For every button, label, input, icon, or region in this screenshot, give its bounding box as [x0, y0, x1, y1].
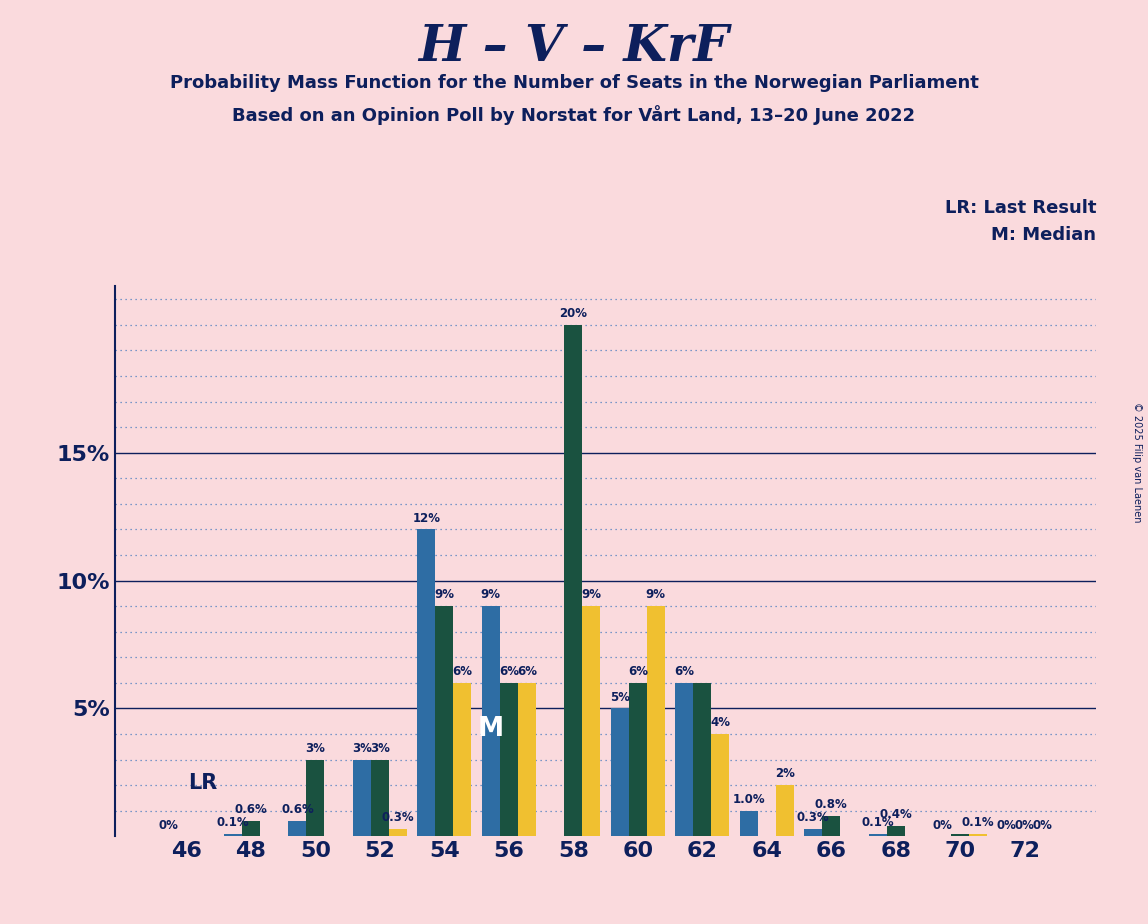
Bar	[776, 785, 793, 836]
Text: 0%: 0%	[932, 819, 952, 832]
Text: H – V – KrF: H – V – KrF	[419, 23, 729, 72]
Bar	[646, 606, 665, 836]
Text: 6%: 6%	[517, 665, 537, 678]
Text: 3%: 3%	[352, 742, 372, 755]
Text: 0.8%: 0.8%	[815, 798, 847, 811]
Bar	[418, 529, 435, 836]
Bar	[804, 829, 822, 836]
Text: Based on an Opinion Poll by Norstat for Vårt Land, 13–20 June 2022: Based on an Opinion Poll by Norstat for …	[232, 105, 916, 126]
Bar	[869, 833, 886, 836]
Bar	[307, 760, 325, 836]
Bar	[712, 734, 729, 836]
Bar	[453, 683, 472, 836]
Text: 9%: 9%	[581, 589, 602, 602]
Bar	[518, 683, 536, 836]
Bar	[371, 760, 389, 836]
Text: 3%: 3%	[370, 742, 390, 755]
Text: LR: LR	[188, 772, 217, 793]
Text: M: M	[478, 716, 504, 742]
Text: 0.1%: 0.1%	[861, 816, 894, 829]
Bar	[693, 683, 712, 836]
Text: 6%: 6%	[452, 665, 473, 678]
Bar	[224, 833, 242, 836]
Text: 0.1%: 0.1%	[962, 816, 994, 829]
Text: 0.1%: 0.1%	[217, 816, 249, 829]
Text: 0.6%: 0.6%	[281, 803, 313, 816]
Text: 12%: 12%	[412, 512, 441, 525]
Text: 9%: 9%	[434, 589, 455, 602]
Bar	[952, 833, 969, 836]
Bar	[582, 606, 600, 836]
Text: 0.4%: 0.4%	[879, 808, 912, 821]
Text: M: Median: M: Median	[992, 226, 1096, 244]
Text: 6%: 6%	[628, 665, 647, 678]
Text: 0.3%: 0.3%	[381, 811, 414, 824]
Bar	[288, 821, 307, 836]
Text: 20%: 20%	[559, 307, 588, 321]
Text: 0%: 0%	[1015, 819, 1034, 832]
Bar	[482, 606, 499, 836]
Text: 5%: 5%	[610, 691, 630, 704]
Bar	[969, 833, 987, 836]
Text: 9%: 9%	[481, 589, 501, 602]
Text: 6%: 6%	[499, 665, 519, 678]
Text: © 2025 Filip van Laenen: © 2025 Filip van Laenen	[1132, 402, 1141, 522]
Bar	[675, 683, 693, 836]
Bar	[822, 816, 840, 836]
Text: 1.0%: 1.0%	[732, 793, 765, 806]
Bar	[739, 810, 758, 836]
Text: 0.3%: 0.3%	[797, 811, 830, 824]
Text: 0%: 0%	[1033, 819, 1053, 832]
Bar	[611, 709, 629, 836]
Text: 3%: 3%	[305, 742, 325, 755]
Text: 2%: 2%	[775, 768, 794, 781]
Text: 0%: 0%	[996, 819, 1016, 832]
Text: Probability Mass Function for the Number of Seats in the Norwegian Parliament: Probability Mass Function for the Number…	[170, 74, 978, 91]
Text: 6%: 6%	[674, 665, 695, 678]
Bar	[886, 826, 905, 836]
Text: 0.6%: 0.6%	[234, 803, 267, 816]
Bar	[389, 829, 408, 836]
Text: LR: Last Result: LR: Last Result	[945, 199, 1096, 216]
Text: 4%: 4%	[711, 716, 730, 729]
Bar	[352, 760, 371, 836]
Text: 9%: 9%	[646, 589, 666, 602]
Bar	[565, 325, 582, 836]
Bar	[499, 683, 518, 836]
Bar	[629, 683, 646, 836]
Text: 0%: 0%	[158, 819, 178, 832]
Bar	[435, 606, 453, 836]
Bar	[242, 821, 259, 836]
